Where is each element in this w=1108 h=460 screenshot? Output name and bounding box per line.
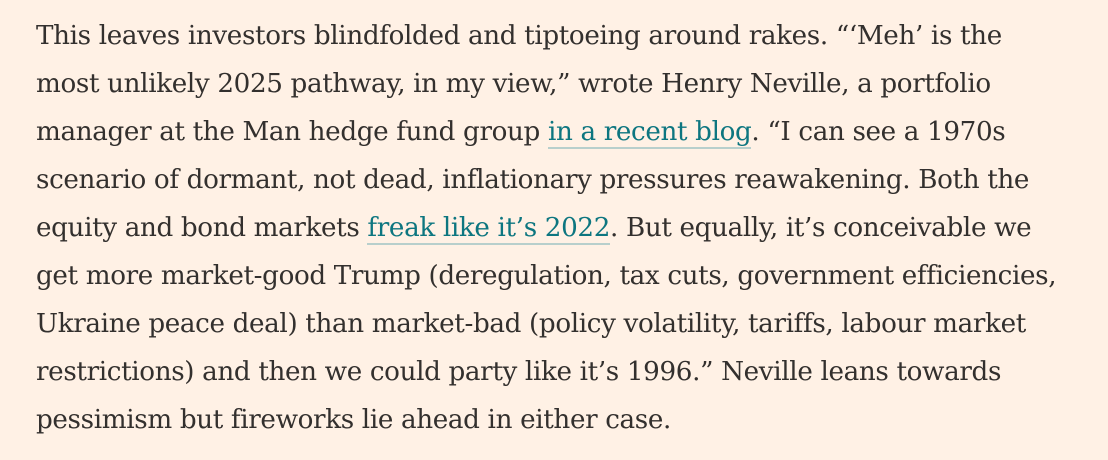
- line-text: . But equally, it’s conceivable we: [610, 213, 1032, 243]
- line-text: restrictions) and then we could party li…: [36, 357, 1002, 387]
- line-text: most unlikely 2025 pathway, in my view,”…: [36, 69, 991, 99]
- paragraph-line: equity and bond markets freak like it’s …: [36, 204, 1096, 252]
- paragraph-line: pessimism but fireworks lie ahead in eit…: [36, 396, 1096, 444]
- line-text: equity and bond markets: [36, 213, 368, 243]
- paragraph-line: Ukraine peace deal) than market-bad (pol…: [36, 300, 1096, 348]
- paragraph-line: This leaves investors blindfolded and ti…: [36, 12, 1096, 60]
- line-text: pessimism but fireworks lie ahead in eit…: [36, 405, 672, 435]
- line-text: scenario of dormant, not dead, inflation…: [36, 165, 1030, 195]
- line-text: This leaves investors blindfolded and ti…: [36, 21, 1002, 51]
- paragraph-line: get more market-good Trump (deregulation…: [36, 252, 1096, 300]
- paragraph-line: restrictions) and then we could party li…: [36, 348, 1096, 396]
- line-text: Ukraine peace deal) than market-bad (pol…: [36, 309, 1026, 339]
- line-text: get more market-good Trump (deregulation…: [36, 261, 1057, 291]
- paragraph-line: most unlikely 2025 pathway, in my view,”…: [36, 60, 1096, 108]
- article-body: This leaves investors blindfolded and ti…: [36, 12, 1096, 460]
- freak-like-2022-link[interactable]: freak like it’s 2022: [367, 213, 611, 245]
- line-text: . “I can see a 1970s: [751, 117, 1006, 147]
- recent-blog-link[interactable]: in a recent blog: [547, 117, 752, 149]
- line-text: manager at the Man hedge fund group: [36, 117, 548, 147]
- paragraph-line: scenario of dormant, not dead, inflation…: [36, 156, 1096, 204]
- paragraph-line: manager at the Man hedge fund group in a…: [36, 108, 1096, 156]
